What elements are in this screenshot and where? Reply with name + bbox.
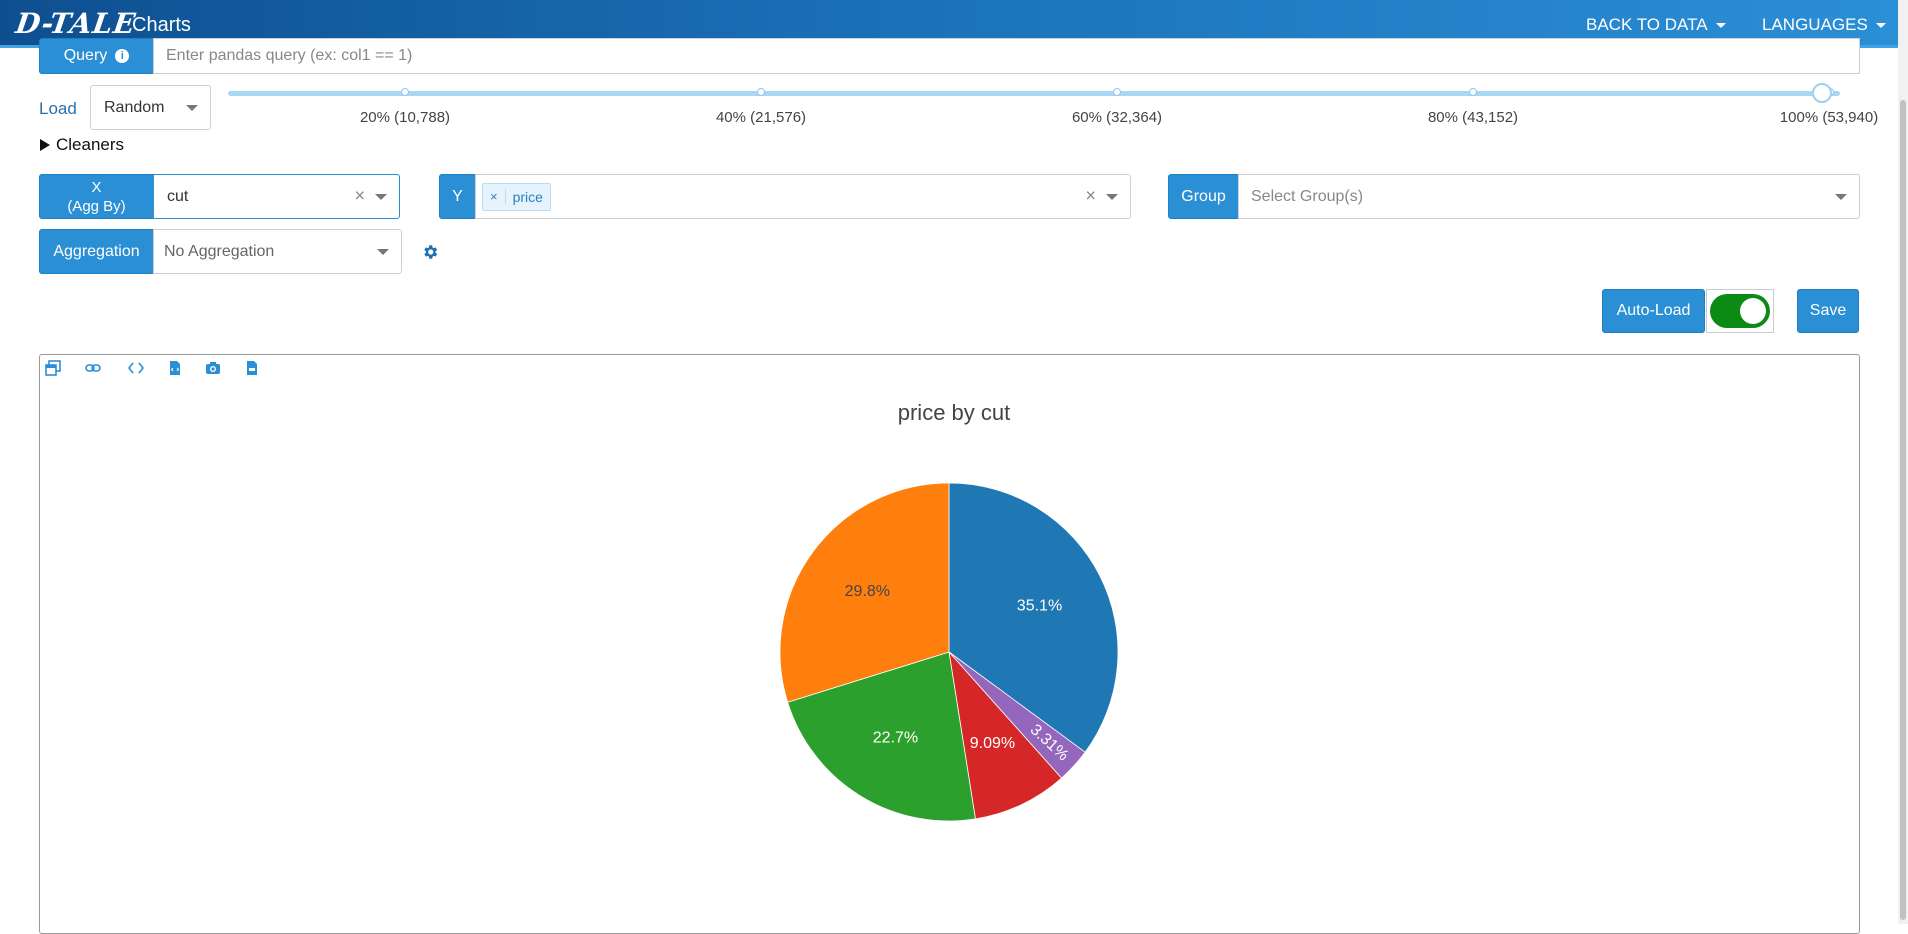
- pie-slice-label: 29.8%: [845, 583, 890, 600]
- remove-tag-icon[interactable]: ×: [483, 189, 506, 204]
- info-icon[interactable]: i: [115, 49, 130, 63]
- slider-tick[interactable]: [1469, 88, 1477, 96]
- export-csv-icon[interactable]: [244, 360, 260, 376]
- query-placeholder: Enter pandas query (ex: col1 == 1): [166, 47, 413, 64]
- gear-icon[interactable]: [421, 243, 439, 261]
- pie-slice[interactable]: [948, 482, 1119, 753]
- sample-slider-track[interactable]: [228, 91, 1840, 96]
- x-axis-label-line2: (Agg By): [67, 197, 126, 215]
- aggregation-label: Aggregation: [39, 229, 154, 274]
- y-axis-select[interactable]: × price ×: [475, 174, 1131, 219]
- group-placeholder: Select Group(s): [1251, 187, 1364, 205]
- slider-tick[interactable]: [401, 88, 409, 96]
- chevron-down-icon: [1715, 23, 1726, 29]
- pie-slice-label: 9.09%: [970, 735, 1015, 752]
- chevron-down-icon: [1875, 23, 1886, 29]
- slider-tick[interactable]: [757, 88, 765, 96]
- auto-load-toggle[interactable]: [1710, 294, 1770, 328]
- toggle-knob: [1740, 298, 1766, 324]
- page-scrollbar[interactable]: [1898, 0, 1908, 924]
- query-input[interactable]: Enter pandas query (ex: col1 == 1): [153, 38, 1860, 74]
- pie-slice-label: 22.7%: [873, 729, 918, 746]
- y-axis-tag[interactable]: × price: [482, 182, 551, 211]
- export-html-icon[interactable]: [167, 360, 183, 376]
- pie-slice[interactable]: [779, 482, 950, 703]
- slider-tick-label: 100% (53,940): [1779, 109, 1879, 126]
- group-label: Group: [1168, 174, 1239, 219]
- chevron-down-icon[interactable]: [1106, 193, 1118, 200]
- slider-tick-label: 60% (32,364): [1071, 109, 1163, 126]
- clear-icon[interactable]: ×: [1085, 184, 1096, 205]
- chevron-down-icon[interactable]: [375, 193, 387, 200]
- chevron-down-icon[interactable]: [377, 248, 389, 255]
- scrollbar-thumb[interactable]: [1900, 100, 1906, 920]
- slider-handle[interactable]: [1812, 83, 1832, 103]
- y-axis-tag-label: price: [512, 188, 543, 205]
- slider-tick-label: 80% (43,152): [1427, 109, 1519, 126]
- aggregation-value: No Aggregation: [164, 242, 275, 260]
- clear-icon[interactable]: ×: [354, 184, 365, 205]
- query-label-text: Query: [63, 47, 108, 64]
- code-icon[interactable]: [128, 360, 144, 376]
- slider-tick[interactable]: [1113, 88, 1121, 96]
- popup-icon[interactable]: [45, 360, 61, 376]
- back-to-data-label: BACK TO DATA: [1586, 15, 1708, 34]
- group-select[interactable]: Select Group(s): [1238, 174, 1860, 219]
- pie-slice-label: 35.1%: [1017, 597, 1062, 614]
- back-to-data-menu[interactable]: BACK TO DATA: [1586, 15, 1726, 35]
- save-button[interactable]: Save: [1797, 289, 1859, 333]
- auto-load-toggle-wrap: [1706, 289, 1774, 333]
- chevron-down-icon[interactable]: [1835, 193, 1847, 200]
- x-axis-value: cut: [167, 187, 189, 205]
- chevron-down-icon: [186, 104, 198, 111]
- languages-menu[interactable]: LANGUAGES: [1762, 15, 1886, 35]
- aggregation-select[interactable]: No Aggregation: [153, 229, 402, 274]
- cleaners-label: Cleaners: [56, 135, 125, 154]
- link-icon[interactable]: [85, 360, 101, 376]
- x-axis-select[interactable]: cut ×: [153, 174, 400, 219]
- x-axis-label-line1: X: [91, 178, 102, 196]
- load-select[interactable]: Random: [90, 85, 211, 130]
- slider-tick-label: 40% (21,576): [715, 109, 807, 126]
- page-subtitle: Charts: [132, 14, 191, 36]
- load-select-value: Random: [104, 98, 165, 116]
- camera-icon[interactable]: [205, 360, 221, 376]
- chart-title: price by cut: [897, 400, 1011, 425]
- triangle-right-icon: [40, 139, 50, 151]
- pie-slice[interactable]: [948, 650, 1063, 820]
- y-axis-label: Y: [439, 174, 476, 219]
- slider-tick-label: 20% (10,788): [359, 109, 451, 126]
- cleaners-toggle[interactable]: Cleaners: [40, 135, 124, 155]
- x-axis-label: X (Agg By): [39, 174, 154, 219]
- auto-load-button[interactable]: Auto-Load: [1602, 289, 1705, 333]
- pie-slice[interactable]: [787, 651, 976, 822]
- load-label: Load: [39, 99, 77, 118]
- languages-label: LANGUAGES: [1762, 15, 1868, 34]
